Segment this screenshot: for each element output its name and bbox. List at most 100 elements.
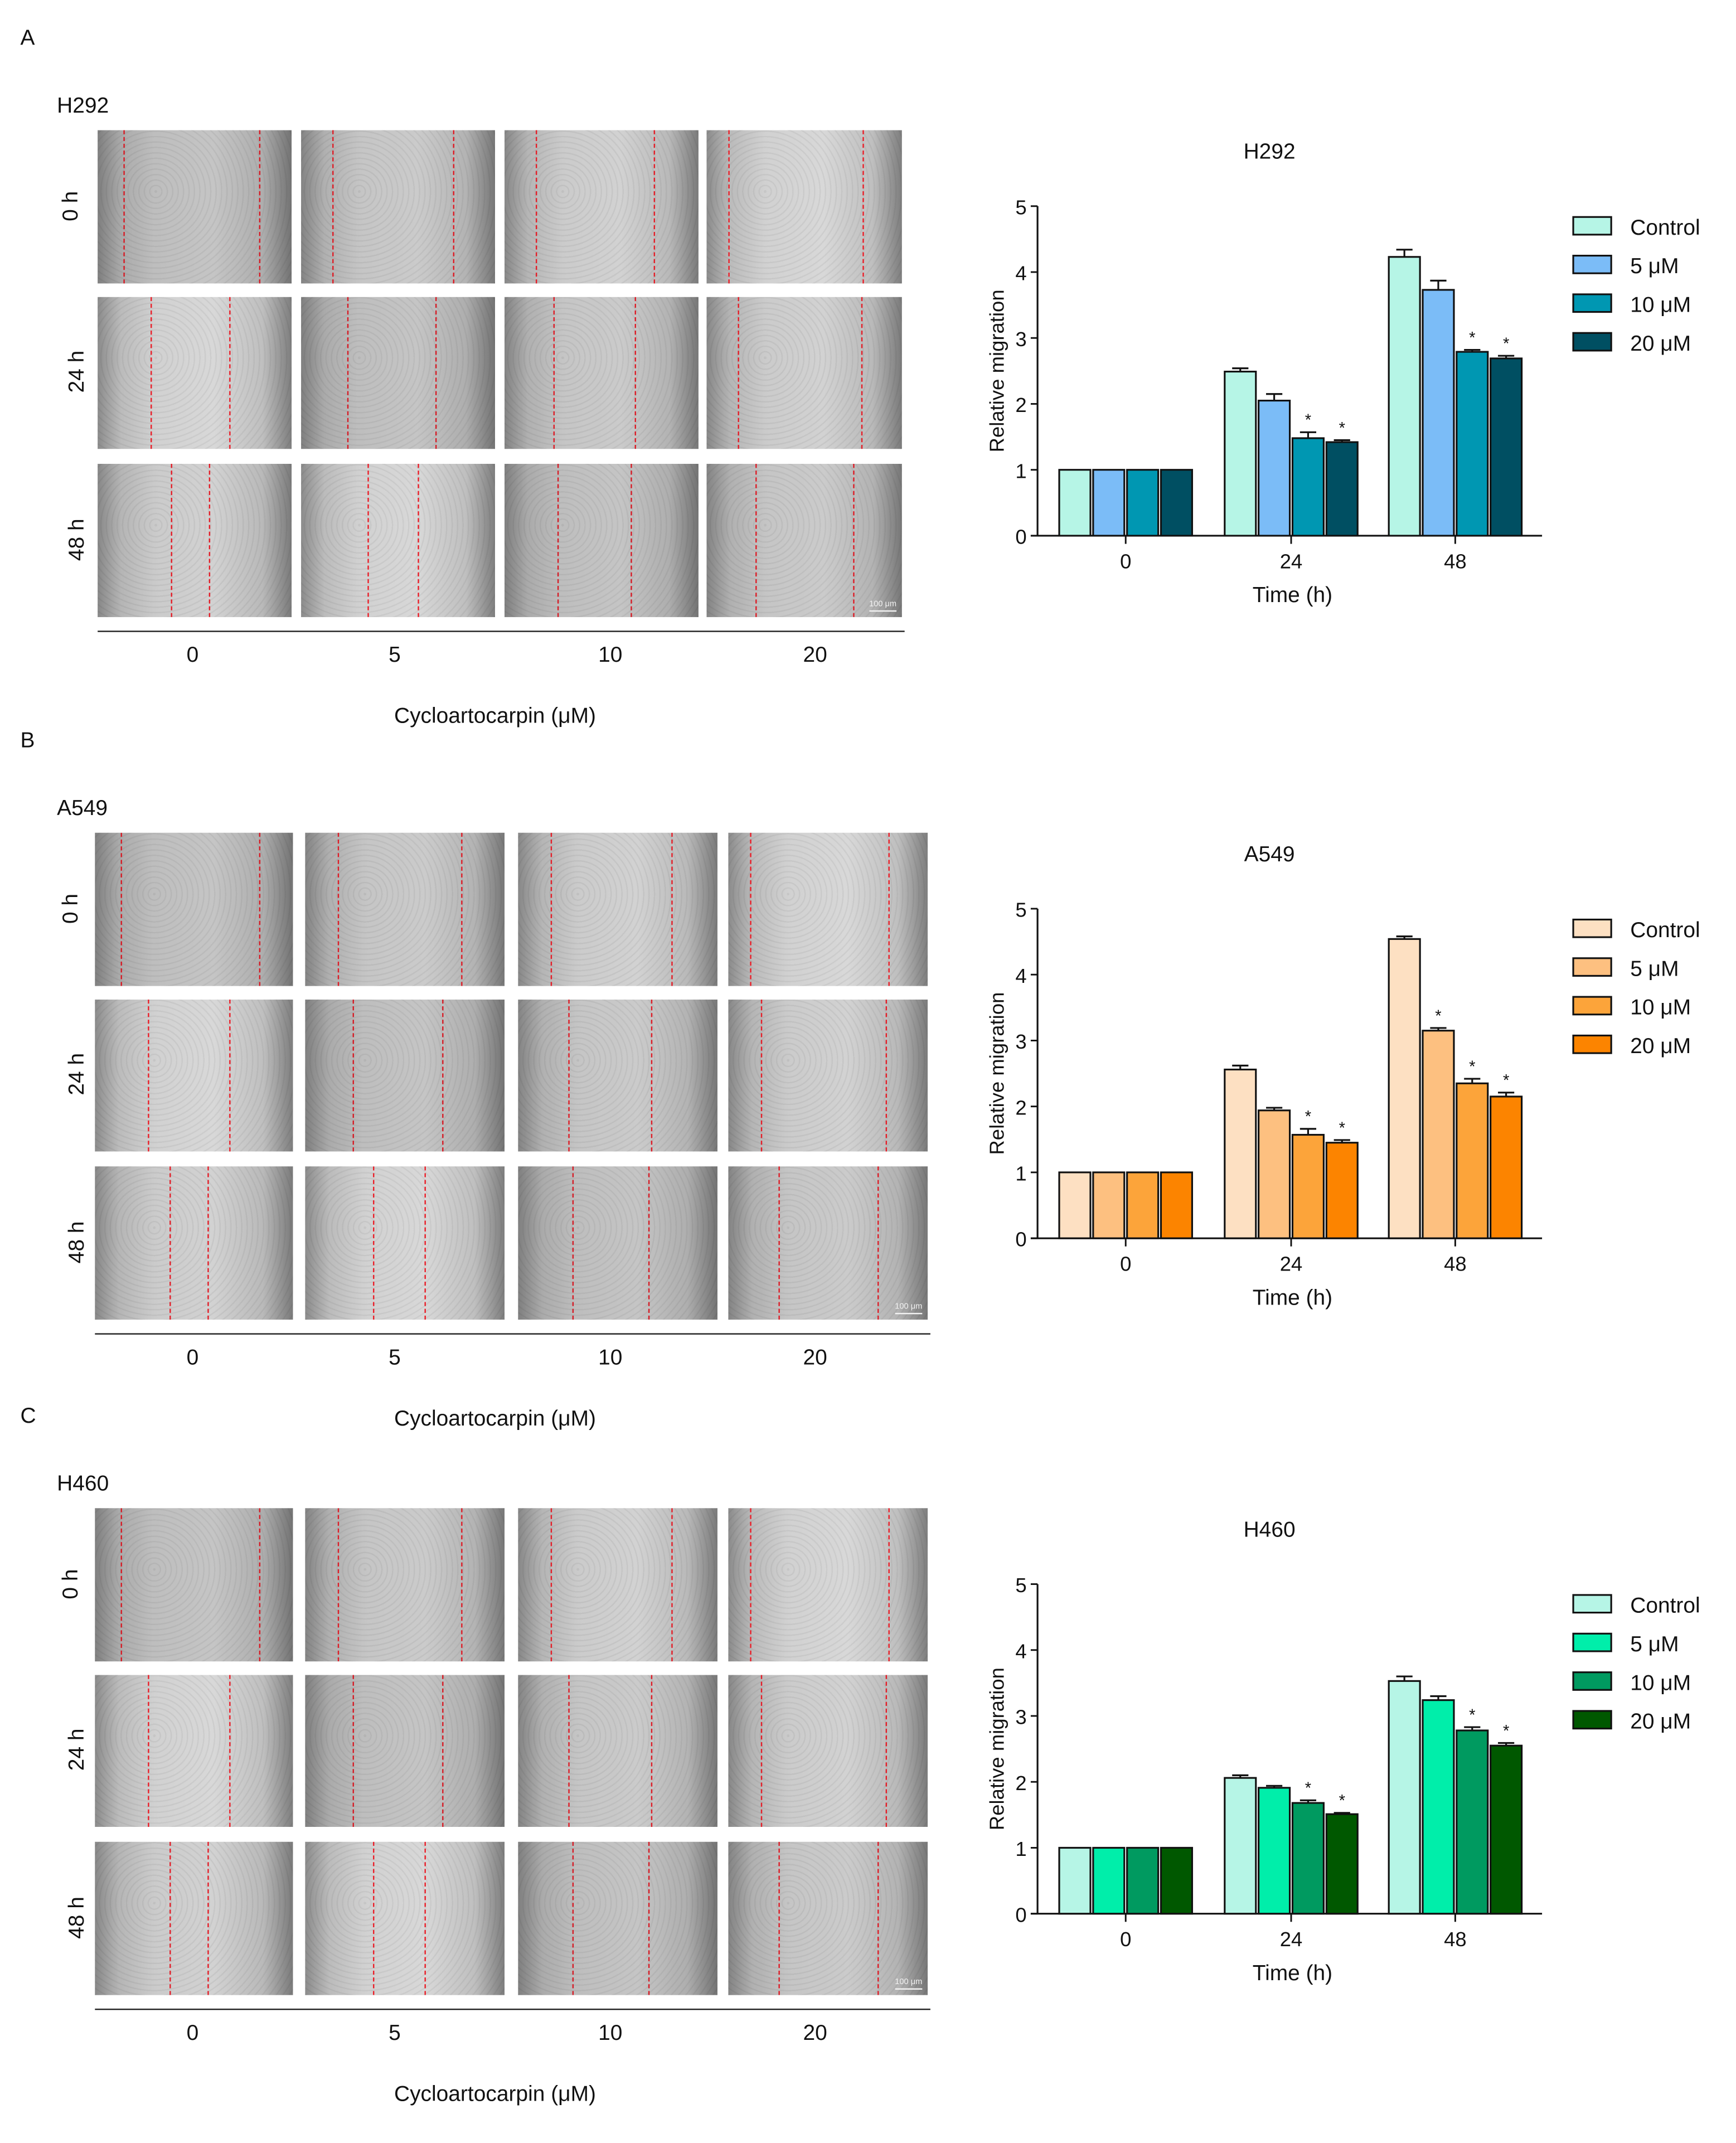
scratch-wound-image bbox=[305, 832, 505, 986]
y-axis-title: Relative migration bbox=[985, 1667, 1008, 1830]
wound-edge-line bbox=[671, 1508, 673, 1662]
wound-edge-line bbox=[647, 1841, 649, 1995]
legend-swatch bbox=[1572, 1632, 1612, 1652]
bar bbox=[1092, 1171, 1126, 1239]
image-texture bbox=[305, 999, 505, 1152]
image-texture bbox=[301, 297, 495, 449]
legend-label: 20 μM bbox=[1630, 1034, 1691, 1058]
scratch-wound-image bbox=[518, 832, 717, 986]
bar bbox=[1325, 1813, 1359, 1915]
row-label: 24 h bbox=[66, 350, 89, 393]
concentration-axis-title: Cycloartocarpin (μM) bbox=[394, 1408, 596, 1431]
legend-swatch bbox=[1572, 996, 1612, 1016]
wound-edge-line bbox=[229, 297, 231, 449]
image-texture bbox=[305, 832, 505, 986]
legend-label: Control bbox=[1630, 918, 1700, 942]
scratch-wound-image bbox=[98, 297, 292, 449]
row-label: 24 h bbox=[66, 1728, 89, 1771]
image-texture bbox=[305, 1508, 505, 1662]
y-tick-label: 4 bbox=[1015, 1640, 1026, 1662]
row-label: 24 h bbox=[66, 1053, 89, 1095]
wound-edge-line bbox=[171, 464, 173, 617]
legend-label: 10 μM bbox=[1630, 1671, 1691, 1695]
image-texture bbox=[505, 130, 699, 284]
wound-edge-line bbox=[337, 1508, 339, 1662]
scratch-wound-image bbox=[706, 297, 902, 449]
bar bbox=[1058, 1171, 1092, 1239]
scratch-wound-image bbox=[728, 1508, 928, 1662]
wound-edge-line bbox=[550, 1508, 551, 1662]
wound-edge-line bbox=[337, 832, 339, 986]
significance-marker: * bbox=[1305, 1780, 1311, 1797]
chart-title: H460 bbox=[1244, 1517, 1296, 1541]
wound-edge-line bbox=[353, 999, 355, 1152]
wound-edge-line bbox=[550, 832, 551, 986]
wound-edge-line bbox=[647, 1166, 649, 1320]
y-tick-label: 3 bbox=[1015, 328, 1026, 351]
wound-edge-line bbox=[120, 1508, 122, 1662]
cell-line-label: H292 bbox=[57, 95, 109, 118]
image-texture bbox=[305, 1841, 505, 1995]
concentration-label: 10 bbox=[598, 2022, 623, 2045]
wound-edge-line bbox=[353, 1675, 355, 1827]
image-texture bbox=[305, 1675, 505, 1827]
scratch-wound-image bbox=[98, 130, 292, 284]
image-texture bbox=[706, 130, 902, 284]
significance-marker: * bbox=[1469, 329, 1475, 347]
image-texture bbox=[305, 1166, 505, 1320]
panel-letter: C bbox=[20, 1405, 36, 1428]
image-texture bbox=[728, 1166, 928, 1320]
bar bbox=[1058, 1846, 1092, 1915]
image-texture bbox=[728, 1841, 928, 1995]
image-texture bbox=[301, 464, 495, 617]
bar bbox=[1422, 289, 1455, 537]
legend-swatch bbox=[1572, 1594, 1612, 1614]
bar bbox=[1126, 1846, 1160, 1915]
wound-edge-line bbox=[460, 1508, 462, 1662]
bar bbox=[1325, 441, 1359, 537]
bar bbox=[1490, 1744, 1523, 1915]
scratch-wound-image bbox=[518, 1675, 717, 1827]
wound-edge-line bbox=[460, 832, 462, 986]
y-tick-label: 0 bbox=[1015, 1228, 1026, 1251]
scratch-wound-image bbox=[95, 1166, 293, 1320]
bar bbox=[1325, 1142, 1359, 1239]
wound-edge-line bbox=[853, 464, 855, 617]
scratch-wound-image: 100 μm bbox=[728, 1166, 928, 1320]
wound-edge-line bbox=[571, 1841, 574, 1995]
legend-swatch bbox=[1572, 332, 1612, 352]
image-texture bbox=[95, 1675, 293, 1827]
bar bbox=[1422, 1699, 1455, 1915]
scratch-wound-image bbox=[305, 1508, 505, 1662]
y-tick-label: 0 bbox=[1015, 526, 1026, 549]
wound-edge-line bbox=[435, 297, 437, 449]
x-tick-label: 48 bbox=[1444, 550, 1467, 573]
significance-marker: * bbox=[1305, 411, 1311, 429]
concentration-label: 20 bbox=[803, 2022, 827, 2045]
x-axis-title: Time (h) bbox=[1253, 583, 1332, 607]
wound-edge-line bbox=[750, 1508, 752, 1662]
wound-edge-line bbox=[760, 999, 762, 1152]
significance-marker: * bbox=[1339, 1119, 1345, 1137]
scale-bar: 100 μm bbox=[869, 601, 897, 612]
image-texture bbox=[95, 1166, 293, 1320]
x-tick-label: 0 bbox=[1120, 1928, 1131, 1951]
scratch-wound-image bbox=[95, 1508, 293, 1662]
y-axis-title: Relative migration bbox=[985, 289, 1008, 452]
bar bbox=[1160, 1846, 1194, 1915]
image-texture bbox=[728, 832, 928, 986]
scratch-wound-image bbox=[301, 464, 495, 617]
row-label: 48 h bbox=[66, 1895, 89, 1938]
bar bbox=[1456, 1729, 1489, 1915]
image-texture bbox=[95, 1508, 293, 1662]
wound-edge-line bbox=[653, 130, 656, 284]
chart-title: H292 bbox=[1244, 140, 1296, 164]
wound-edge-line bbox=[347, 297, 349, 449]
y-tick-label: 2 bbox=[1015, 394, 1026, 416]
wound-edge-line bbox=[229, 1675, 231, 1827]
scratch-wound-image bbox=[505, 130, 699, 284]
scratch-wound-image bbox=[301, 130, 495, 284]
significance-marker: * bbox=[1503, 1722, 1509, 1740]
legend-label: 5 μM bbox=[1630, 1632, 1679, 1656]
cell-line-label: A549 bbox=[57, 797, 108, 821]
